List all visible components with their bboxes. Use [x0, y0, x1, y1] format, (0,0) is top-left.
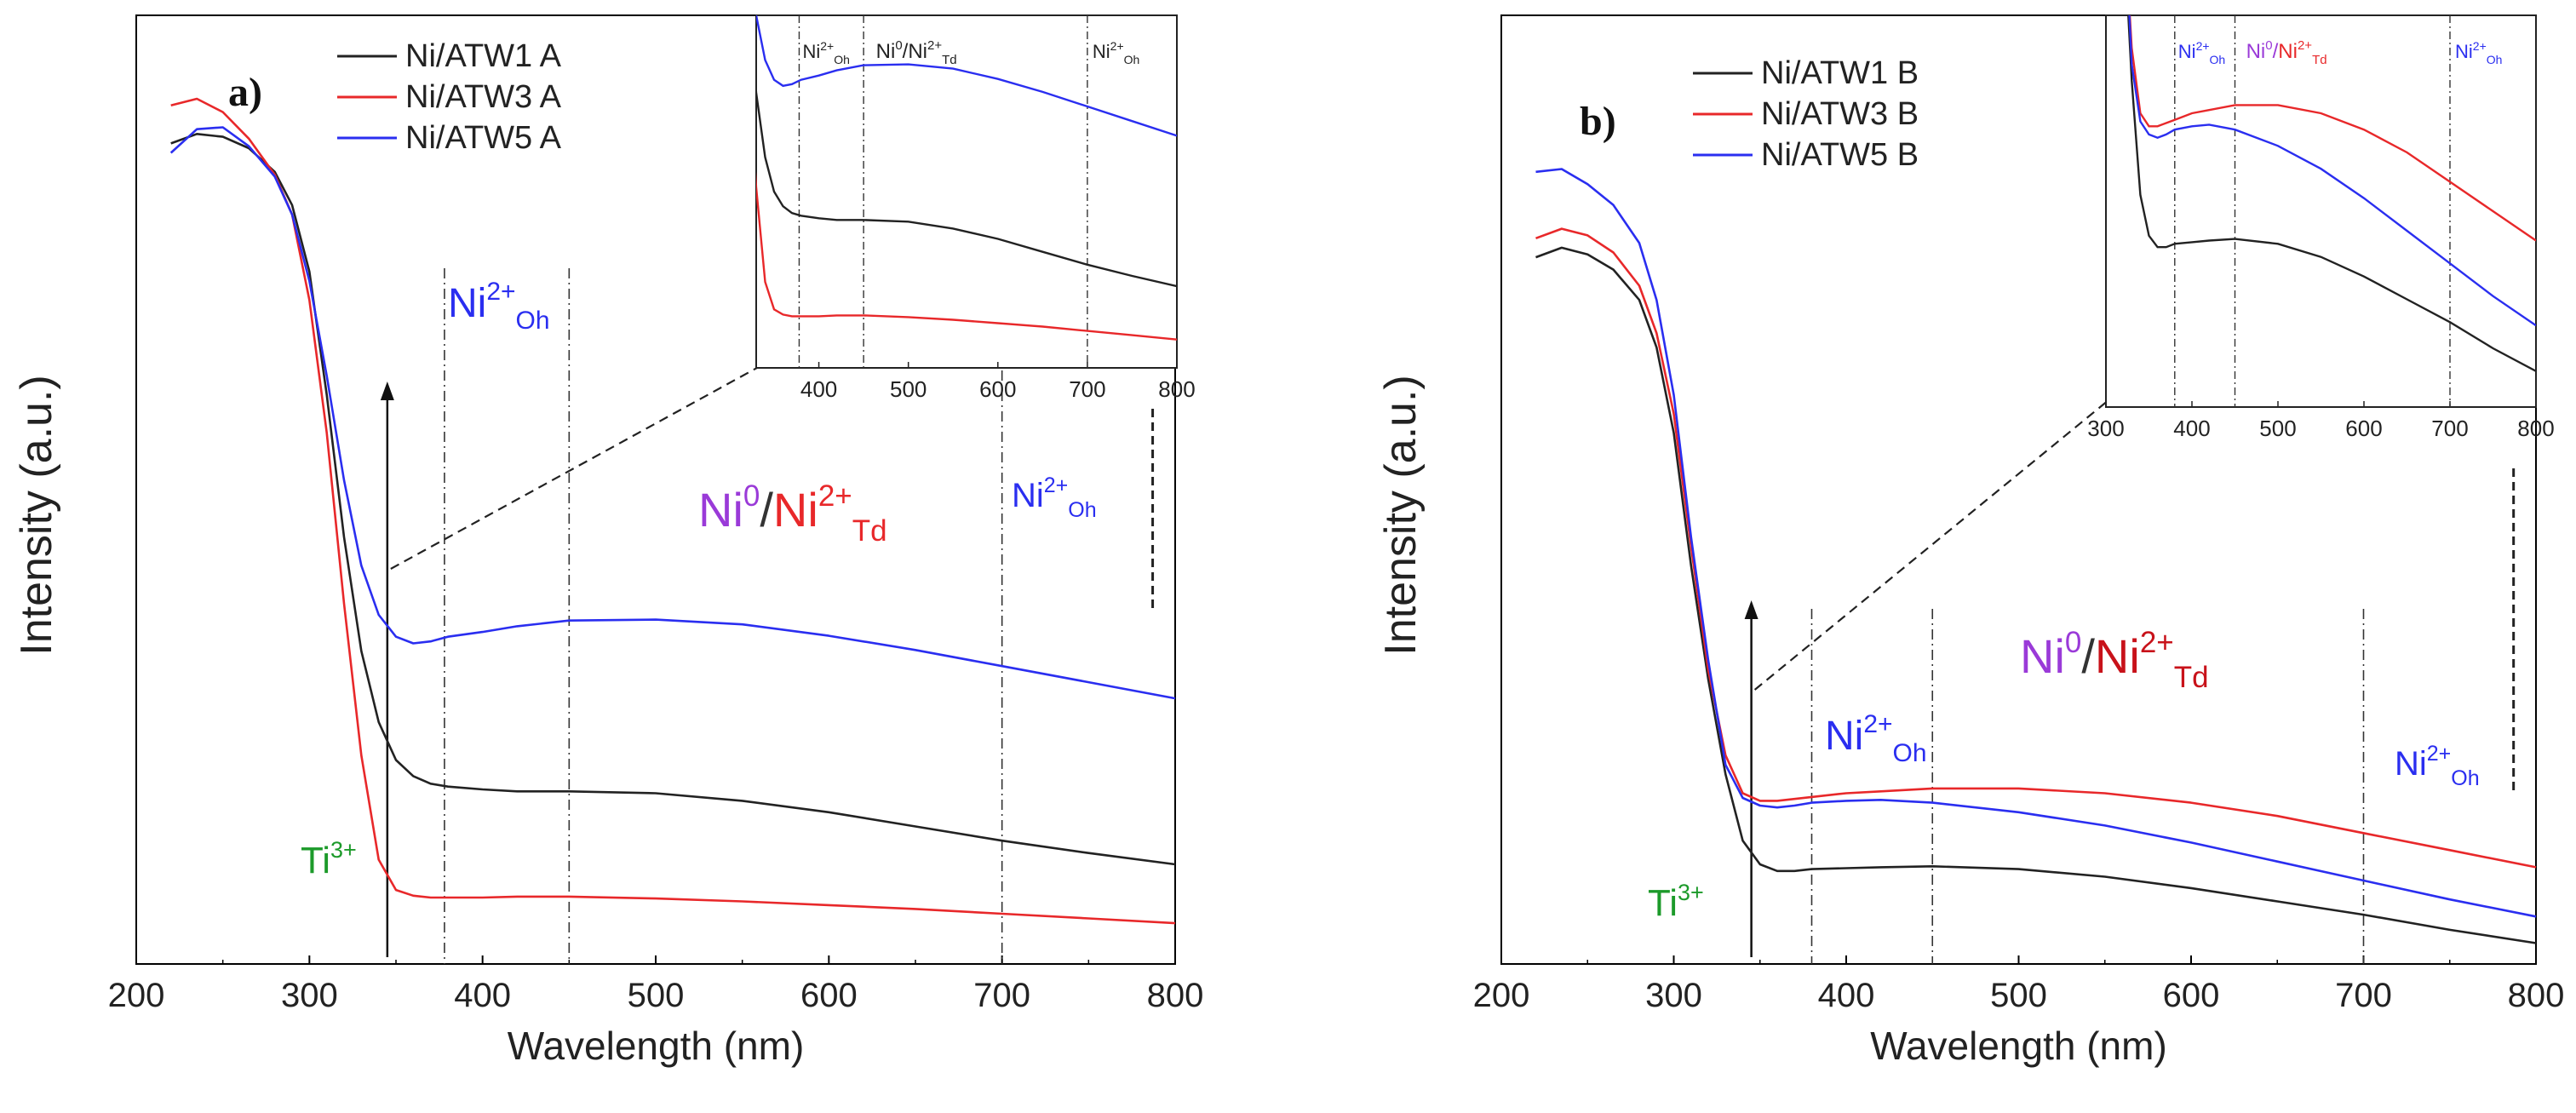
inset-ni2-oh-right-label: Ni2+Oh — [1093, 39, 1139, 66]
x-tick-label: 700 — [973, 977, 1030, 1014]
series-line-3 — [1535, 168, 2537, 918]
series-line-3 — [169, 126, 1176, 700]
inset-series-line-3 — [756, 15, 1177, 137]
ti3-label: Ti3+​ — [301, 837, 357, 881]
legend-label: Ni/ATW5 A — [405, 120, 562, 156]
x-tick-label: 800 — [1147, 977, 1204, 1014]
series-line-1 — [170, 133, 1176, 866]
x-tick-label: 700 — [2335, 977, 2392, 1014]
series-line-2 — [1535, 227, 2537, 869]
series-line-1 — [1535, 246, 2537, 944]
inset-series-line-2 — [2128, 15, 2536, 242]
x-tick-label: 200 — [1473, 977, 1530, 1014]
ti3-label: Ti3+​ — [1648, 880, 1704, 924]
legend-label: Ni/ATW1 B — [1761, 55, 1919, 91]
x-tick-label: 300 — [1645, 977, 1702, 1014]
ni2-oh-right-label: Ni2+Oh — [2395, 742, 2480, 790]
ni2-oh-right-label: Ni2+Oh — [1012, 473, 1097, 522]
inset-ni2-oh-left-label: Ni2+Oh — [2178, 39, 2225, 66]
ni2-oh-label: Ni2+Oh — [448, 278, 550, 335]
panel-label: a) — [228, 70, 262, 115]
x-axis-label: Wavelength (nm) — [1870, 1024, 2167, 1068]
inset-frame — [2105, 14, 2537, 408]
x-tick-label: 200 — [108, 977, 165, 1014]
x-tick-label: 800 — [2508, 977, 2565, 1014]
inset-x-tick-label: 500 — [2259, 416, 2296, 441]
legend-label: Ni/ATW5 B — [1761, 137, 1919, 173]
panel-b: 200 300 400 500 600 700 800 Wavelength (nm) Inte… — [1376, 14, 2565, 1068]
inset-x-tick-label: 400 — [2173, 416, 2210, 441]
inset-x-tick-label: 400 — [800, 376, 837, 402]
inset-ni0-ni2-td-label: Ni0/Ni2+Td — [2246, 38, 2327, 67]
x-tick-label: 400 — [454, 977, 511, 1014]
inset-x-tick-label: 700 — [2431, 416, 2468, 441]
ni2-oh-label: Ni2+Oh — [1825, 710, 1927, 767]
ti3-arrow-head — [1744, 600, 1758, 619]
panel-a: 200 300 400 500 600 700 800 Wavelength (nm) Inte… — [12, 14, 1204, 1068]
inset-x-tick-label: 500 — [890, 376, 927, 402]
x-axis-label: Wavelength (nm) — [508, 1024, 805, 1068]
inset-frame — [755, 14, 1178, 369]
inset-x-tick-label: 800 — [2517, 416, 2554, 441]
inset: 400 500 600 700 800 Ni2+Oh Ni0/Ni2+Td Ni2+Oh — [755, 14, 1196, 402]
x-tick-label: 500 — [628, 977, 685, 1014]
inset-series-line-1 — [756, 80, 1177, 288]
inset-series-line-2 — [756, 171, 1177, 341]
x-tick-label: 500 — [1990, 977, 2047, 1014]
inset-x-tick-label: 800 — [1158, 376, 1195, 402]
inset-ni2-oh-right-label: Ni2+Oh — [2455, 39, 2502, 66]
inset-series-line-1 — [2127, 15, 2536, 372]
y-axis-label: Intensity (a.u.) — [12, 375, 61, 655]
inset-x-tick-label: 300 — [2087, 416, 2124, 441]
ni0-ni2-td-label: Ni0/Ni2+Td — [2020, 626, 2209, 694]
y-axis-label: Intensity (a.u.) — [1376, 375, 1426, 655]
x-tick-label: 400 — [1818, 977, 1875, 1014]
series-line-2 — [170, 97, 1176, 925]
inset-x-tick-label: 600 — [979, 376, 1016, 402]
inset-x-tick-label: 700 — [1069, 376, 1105, 402]
inset-x-tick-label: 600 — [2345, 416, 2382, 441]
inset-zoom-line — [390, 363, 766, 570]
inset-series-line-3 — [2128, 15, 2536, 327]
x-tick-label: 300 — [281, 977, 338, 1014]
inset: 300 400 500 600 700 800 Ni2+Oh Ni0/Ni2+Td Ni2+Oh — [2087, 14, 2555, 441]
inset-ni0-ni2-td-label: Ni0/Ni2+Td — [876, 38, 957, 67]
inset-ni2-oh-left-label: Ni2+Oh — [802, 39, 849, 66]
legend-label: Ni/ATW3 B — [1761, 96, 1919, 132]
ni0-ni2-td-label: Ni0/Ni2+Td — [698, 479, 887, 548]
legend-label: Ni/ATW3 A — [405, 79, 562, 115]
ti3-arrow-head — [380, 382, 394, 400]
x-tick-label: 600 — [800, 977, 858, 1014]
panel-label: b) — [1580, 99, 1616, 144]
legend-label: Ni/ATW1 A — [405, 38, 562, 74]
x-tick-label: 600 — [2163, 977, 2220, 1014]
